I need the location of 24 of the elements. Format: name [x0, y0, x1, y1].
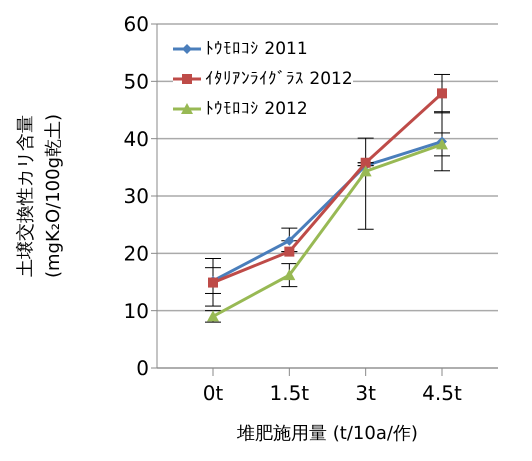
y-tick-label: 0 [136, 356, 149, 380]
x-tick-label: 1.5t [270, 381, 310, 406]
x-tick-label: 4.5t [422, 381, 462, 406]
x-tick-label: 0t [202, 381, 224, 406]
legend-label: ﾄｳﾓﾛｺｼ 2011 [205, 38, 308, 61]
point [284, 246, 294, 257]
y-tick-label: 30 [124, 184, 149, 208]
point [207, 310, 219, 322]
point [360, 165, 372, 176]
point [284, 236, 294, 246]
point [437, 88, 447, 98]
y-axis-title: 土壌交換性カリ含量 (mgK₂O/100g乾土) [14, 114, 65, 278]
y-tick-label: 50 [124, 69, 149, 94]
point [360, 158, 371, 168]
y-tick-label: 60 [124, 12, 149, 36]
point [283, 269, 296, 280]
point [436, 138, 448, 150]
y-tick-label: 10 [124, 298, 149, 323]
legend-label: ｲﾀﾘｱﾝﾗｲｸﾞﾗｽ 2012 [205, 68, 353, 91]
x-axis-title: 堆肥施用量 (t/10a/作) [236, 422, 418, 444]
y-tick-label: 20 [124, 241, 149, 266]
x-tick-label: 3t [355, 381, 376, 406]
legend-label: ﾄｳﾓﾛｺｼ 2012 [205, 98, 308, 121]
y-tick-label: 40 [124, 126, 149, 151]
